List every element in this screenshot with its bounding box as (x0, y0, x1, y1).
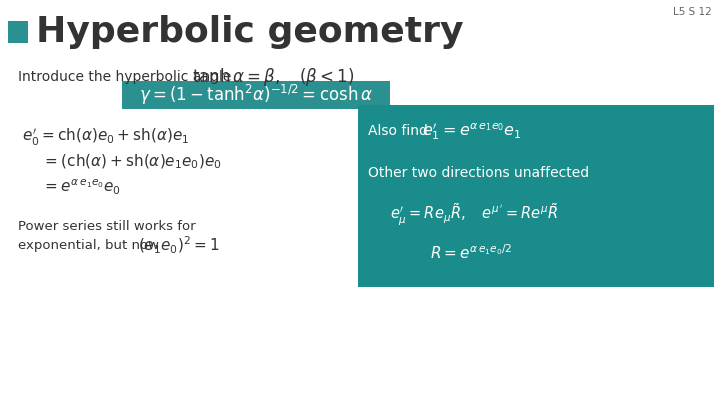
Text: $e_1' = e^{\alpha\, e_1 e_0} e_1$: $e_1' = e^{\alpha\, e_1 e_0} e_1$ (422, 120, 521, 142)
Bar (8, 21, 28, 43)
Text: $= (\mathrm{ch}(\alpha) + \mathrm{sh}(\alpha)e_1 e_0)e_0$: $= (\mathrm{ch}(\alpha) + \mathrm{sh}(\a… (42, 153, 222, 171)
Bar (358, 105, 714, 287)
Text: Power series still works for: Power series still works for (18, 220, 196, 234)
Text: $R = e^{\alpha\, e_1 e_0/2}$: $R = e^{\alpha\, e_1 e_0/2}$ (430, 244, 513, 262)
Text: $\tanh\alpha = \beta, \quad (\beta < 1)$: $\tanh\alpha = \beta, \quad (\beta < 1)$ (192, 66, 354, 88)
Text: exponential, but now: exponential, but now (18, 239, 159, 252)
Bar (122, 81, 390, 109)
Text: Other two directions unaffected: Other two directions unaffected (368, 166, 589, 180)
Text: $e_\mu' = Re_\mu\tilde{R}, \quad e^{\mu\,'} = Re^\mu\tilde{R}$: $e_\mu' = Re_\mu\tilde{R}, \quad e^{\mu\… (390, 202, 558, 228)
Text: $= e^{\alpha\, e_1 e_0} e_0$: $= e^{\alpha\, e_1 e_0} e_0$ (42, 177, 121, 197)
Text: $e_0' = \mathrm{ch}(\alpha)e_0 + \mathrm{sh}(\alpha)e_1$: $e_0' = \mathrm{ch}(\alpha)e_0 + \mathrm… (22, 126, 189, 147)
Text: $(e_1 e_0)^2 = 1$: $(e_1 e_0)^2 = 1$ (138, 234, 220, 256)
Text: L5 S 12: L5 S 12 (673, 7, 712, 17)
Text: $\gamma = (1 - \tanh^2\!\alpha)^{-1/2} = \cosh\alpha$: $\gamma = (1 - \tanh^2\!\alpha)^{-1/2} =… (139, 83, 373, 107)
Text: Also find: Also find (368, 124, 428, 138)
Text: Hyperbolic geometry: Hyperbolic geometry (36, 15, 464, 49)
Text: Introduce the hyperbolic angle: Introduce the hyperbolic angle (18, 70, 231, 84)
